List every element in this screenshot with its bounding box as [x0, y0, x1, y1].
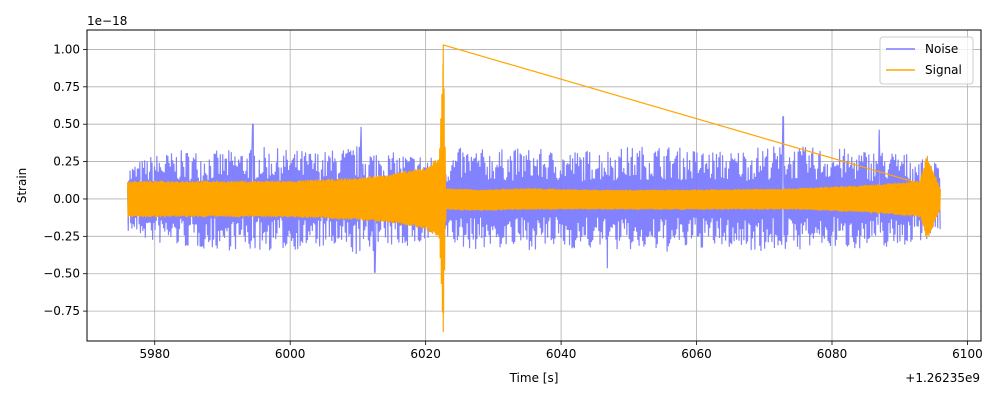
y-axis-scale-label: 1e−18 — [87, 14, 127, 28]
series-area — [127, 44, 941, 333]
y-tick-label: −0.75 — [43, 304, 80, 318]
x-axis-label: Time [s] — [509, 371, 559, 385]
y-tick-label: 0.25 — [53, 155, 80, 169]
x-tick-label: 6040 — [546, 347, 577, 361]
series-line-signal — [127, 44, 941, 333]
legend: Noise Signal — [879, 36, 974, 85]
legend-label-noise: Noise — [925, 42, 958, 56]
y-axis-ticks: −0.75 −0.50 −0.25 0.00 0.25 0.50 0.75 1.00 — [43, 42, 87, 318]
y-tick-label: −0.25 — [43, 229, 80, 243]
x-tick-label: 6060 — [681, 347, 712, 361]
x-tick-label: 6080 — [817, 347, 848, 361]
x-axis-offset-label: +1.26235e9 — [905, 371, 980, 385]
y-tick-label: 0.75 — [53, 80, 80, 94]
x-axis-ticks: 5980 6000 6020 6040 6060 6080 6100 — [139, 341, 983, 361]
x-tick-label: 6100 — [952, 347, 983, 361]
y-axis-label: Strain — [15, 168, 29, 204]
x-tick-label: 5980 — [139, 347, 170, 361]
y-tick-label: 0.00 — [53, 192, 80, 206]
y-tick-label: 0.50 — [53, 117, 80, 131]
x-tick-label: 6000 — [275, 347, 306, 361]
y-tick-label: 1.00 — [53, 42, 80, 56]
y-tick-label: −0.50 — [43, 267, 80, 281]
legend-label-signal: Signal — [925, 63, 962, 77]
plot-frame — [86, 29, 982, 342]
x-tick-label: 6020 — [410, 347, 441, 361]
